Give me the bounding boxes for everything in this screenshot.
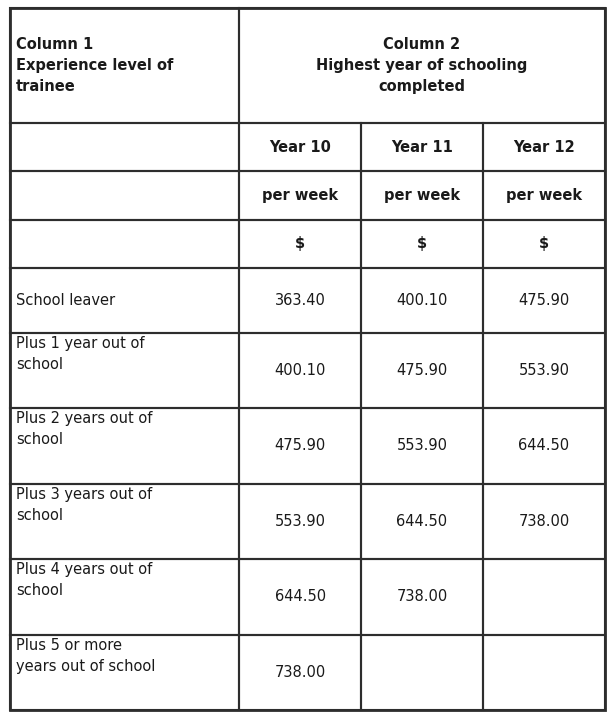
Bar [10,483,239,559]
Bar [361,332,483,408]
Text: School leaver: School leaver [16,293,115,308]
Bar [361,483,483,559]
Bar [483,408,605,483]
Bar [483,220,605,268]
Text: 553.90: 553.90 [274,514,325,528]
Text: 738.00: 738.00 [274,665,326,680]
Bar [10,268,239,332]
Text: 738.00: 738.00 [397,589,448,605]
Bar [10,408,239,483]
Bar [483,268,605,332]
Bar [239,483,361,559]
Bar [239,220,361,268]
Bar [483,635,605,710]
Text: 475.90: 475.90 [274,438,326,453]
Bar [10,172,239,220]
Bar [239,635,361,710]
Text: 475.90: 475.90 [518,293,569,308]
Text: Plus 5 or more
years out of school: Plus 5 or more years out of school [16,638,156,673]
Bar [483,172,605,220]
Text: Column 1
Experience level of
trainee: Column 1 Experience level of trainee [16,37,173,94]
Bar [361,220,483,268]
Text: 644.50: 644.50 [518,438,569,453]
Bar [239,332,361,408]
Text: 475.90: 475.90 [397,363,448,378]
Bar [483,332,605,408]
Bar [239,268,361,332]
Text: Year 11: Year 11 [391,140,453,155]
Bar [483,123,605,172]
Bar [361,268,483,332]
Text: $: $ [295,236,305,251]
Text: Year 12: Year 12 [513,140,575,155]
Text: 363.40: 363.40 [275,293,325,308]
Bar [361,408,483,483]
Text: 400.10: 400.10 [274,363,326,378]
Bar [10,220,239,268]
Text: Plus 1 year out of
school: Plus 1 year out of school [16,336,145,372]
Text: $: $ [539,236,549,251]
Bar [10,635,239,710]
Text: Column 2
Highest year of schooling
completed: Column 2 Highest year of schooling compl… [316,37,528,94]
Text: per week: per week [262,188,338,203]
Text: per week: per week [384,188,460,203]
Bar [483,559,605,635]
Bar [10,8,239,123]
Bar [483,483,605,559]
Bar [361,172,483,220]
Text: 644.50: 644.50 [274,589,325,605]
Text: 400.10: 400.10 [396,293,448,308]
Text: 738.00: 738.00 [518,514,569,528]
Bar [361,559,483,635]
Bar [361,123,483,172]
Text: 553.90: 553.90 [518,363,569,378]
Text: Plus 4 years out of
school: Plus 4 years out of school [16,562,153,598]
Bar [10,123,239,172]
Text: Plus 3 years out of
school: Plus 3 years out of school [16,487,152,523]
Text: 553.90: 553.90 [397,438,448,453]
Bar [239,172,361,220]
Text: Plus 2 years out of
school: Plus 2 years out of school [16,411,153,447]
Bar [239,559,361,635]
Bar [10,332,239,408]
Bar [10,559,239,635]
Text: 644.50: 644.50 [397,514,448,528]
Text: $: $ [417,236,427,251]
Bar [239,408,361,483]
Text: per week: per week [506,188,582,203]
Text: Year 10: Year 10 [269,140,331,155]
Bar [361,635,483,710]
Bar [239,123,361,172]
Bar [239,8,605,123]
